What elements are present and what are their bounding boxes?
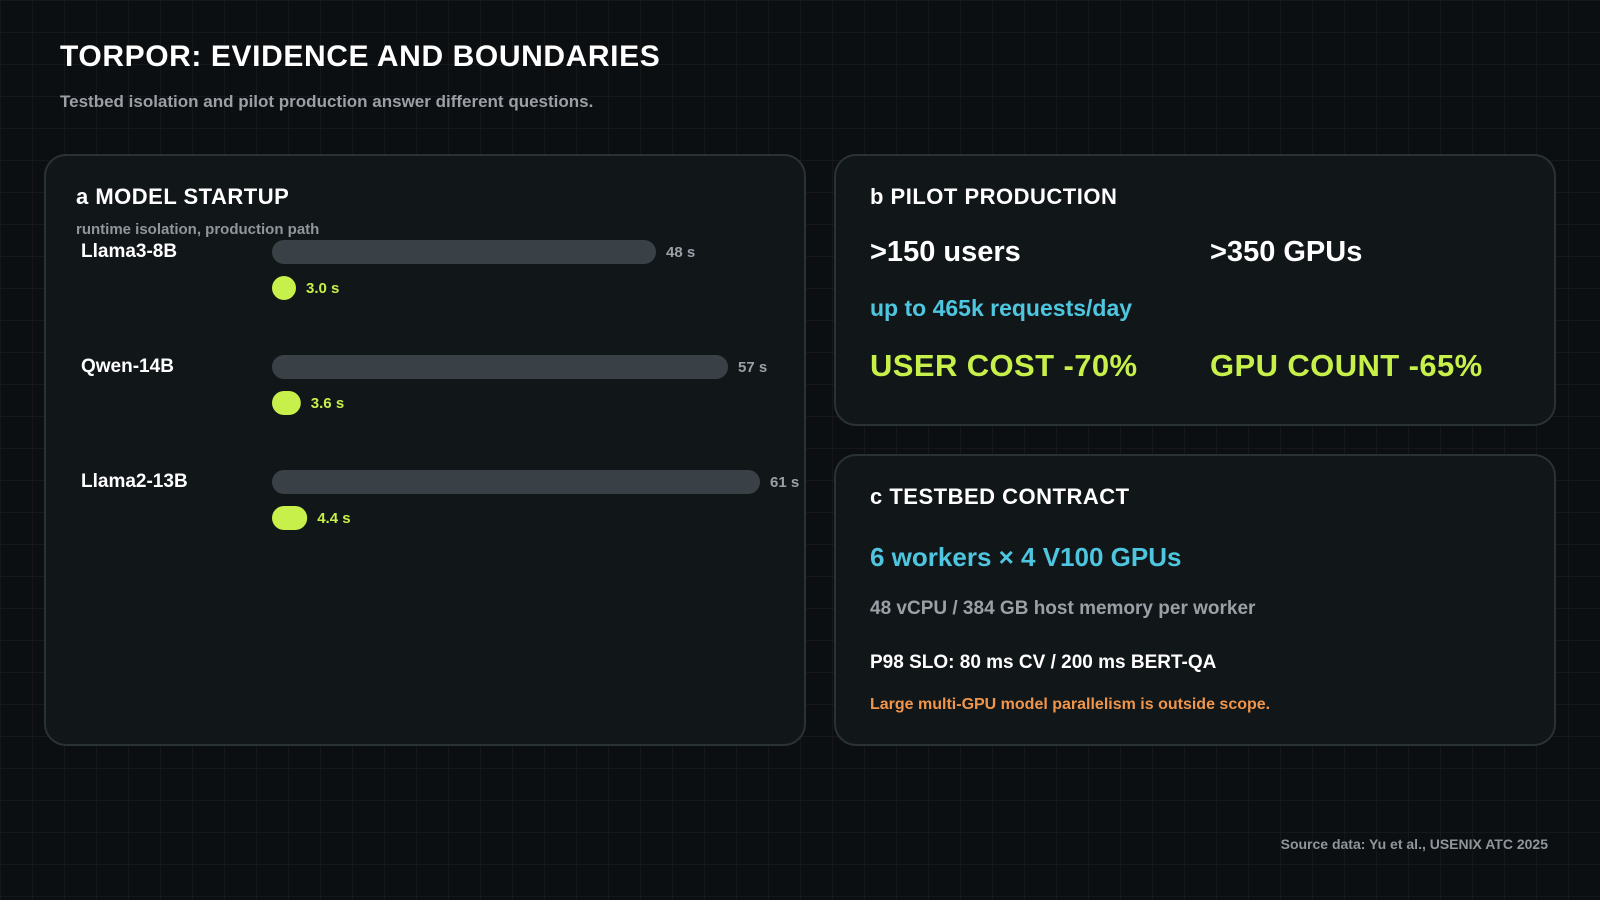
- torpor-value-label: 3.6 s: [311, 395, 344, 412]
- scope-note: Large multi-GPU model parallelism is out…: [870, 696, 1271, 713]
- panel-c-title: c TESTBED CONTRACT: [870, 484, 1130, 509]
- torpor-value-label: 3.0 s: [306, 280, 339, 297]
- gpus-stat: >350 GPUs: [1210, 236, 1363, 268]
- testbed-contract-panel: c TESTBED CONTRACT 6 workers × 4 V100 GP…: [834, 454, 1556, 746]
- model-label: Llama3-8B: [81, 241, 177, 262]
- baseline-value-label: 57 s: [738, 359, 767, 376]
- torpor-bar: [272, 391, 301, 415]
- host-spec: 48 vCPU / 384 GB host memory per worker: [870, 598, 1256, 619]
- page-title: TORPOR: EVIDENCE AND BOUNDARIES: [60, 40, 661, 73]
- page-subtitle: Testbed isolation and pilot production a…: [60, 92, 594, 111]
- pilot-production-panel: b PILOT PRODUCTION >150 users >350 GPUs …: [834, 154, 1556, 426]
- workers-spec: 6 workers × 4 V100 GPUs: [870, 542, 1182, 572]
- model-label: Qwen-14B: [81, 356, 174, 377]
- torpor-bar: [272, 506, 308, 530]
- gpu-count-stat: GPU COUNT -65%: [1210, 348, 1483, 383]
- source-note: Source data: Yu et al., USENIX ATC 2025: [1280, 836, 1548, 852]
- torpor-value-label: 4.4 s: [317, 510, 350, 527]
- panel-a-title: a MODEL STARTUP: [76, 184, 290, 209]
- torpor-bar: [272, 276, 296, 300]
- users-stat: >150 users: [870, 236, 1021, 268]
- startup-bar-chart: Llama3-8B 48 s 3.0 s Qwen-14B 57 s 3.6 s Llama…: [81, 240, 799, 530]
- model-label: Llama2-13B: [81, 471, 188, 492]
- requests-stat: up to 465k requests/day: [870, 295, 1133, 321]
- slo-spec: P98 SLO: 80 ms CV / 200 ms BERT-QA: [870, 652, 1217, 673]
- baseline-bar: [272, 355, 728, 379]
- baseline-bar: [272, 240, 656, 264]
- baseline-value-label: 61 s: [770, 474, 799, 491]
- baseline-bar: [272, 470, 760, 494]
- panel-a-subtitle: runtime isolation, production path: [76, 221, 320, 238]
- model-startup-panel: a MODEL STARTUP runtime isolation, produ…: [44, 154, 806, 746]
- user-cost-stat: USER COST -70%: [870, 348, 1138, 383]
- baseline-value-label: 48 s: [666, 244, 695, 261]
- panel-b-title: b PILOT PRODUCTION: [870, 184, 1118, 209]
